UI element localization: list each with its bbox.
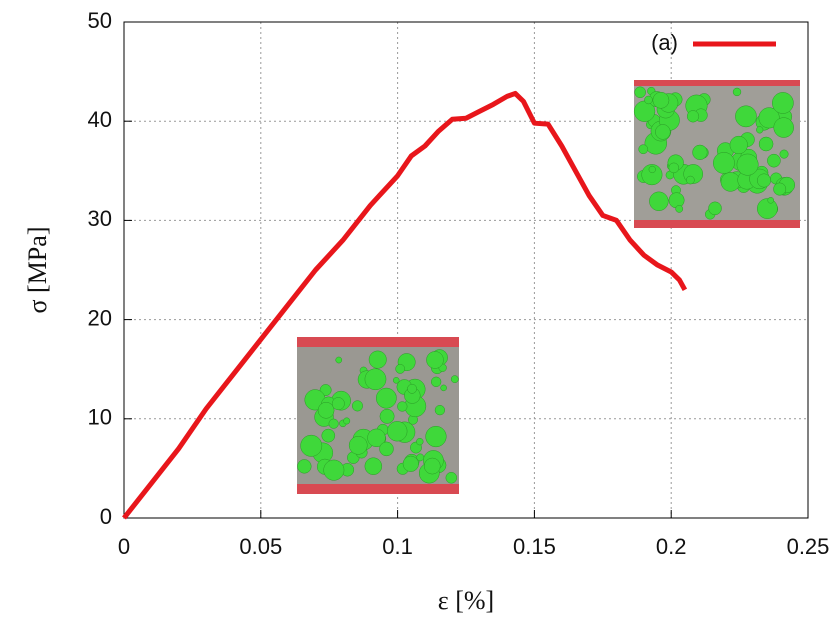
inset-sphere [430,376,442,387]
inset-sphere [423,457,441,475]
inset-sphere [729,135,748,155]
inset-sphere [756,126,764,134]
inset-sphere [425,425,447,448]
inset-sphere [732,87,742,97]
inset-sphere [692,144,708,160]
inset-sphere [648,165,656,174]
inset-sphere [351,400,363,412]
inset-sphere [395,364,406,374]
inset-sphere [720,172,741,192]
inset-sphere [638,144,649,155]
x-tick-label: 0.2 [656,534,687,559]
inset-sphere [675,205,684,213]
inset-band [634,220,800,228]
x-tick-label: 0.15 [513,534,556,559]
specimen-insets [297,80,800,494]
inset-sphere [767,197,774,204]
inset-sphere [708,201,722,216]
inset-band [634,80,800,86]
inset-sphere [323,459,345,481]
inset-sphere [317,402,335,419]
inset-sphere [300,434,323,457]
y-axis-label: σ [MPa] [23,227,52,314]
inset-band [297,337,459,347]
x-tick-label: 0.25 [787,534,830,559]
inset-sphere [644,95,653,105]
inset-sphere [634,86,646,99]
inset-sphere [328,418,339,429]
inset-sphere [379,441,394,457]
inset-sphere [426,351,444,369]
inset-sphere [348,436,368,455]
inset-sphere [713,152,735,174]
y-tick-label: 20 [88,305,112,330]
inset-sphere [757,173,771,188]
inset-sphere [758,107,780,129]
legend-label: (a) [651,30,678,55]
inset-sphere [767,153,781,168]
inset-sphere [668,162,680,174]
inset-sphere [331,397,345,411]
y-tick-label: 10 [88,405,112,430]
x-axis-label: ε [%] [438,586,494,615]
inset-sphere [335,356,343,364]
inset-sphere [686,110,700,123]
inset-sphere [392,377,400,384]
x-tick-label: 0.05 [239,534,282,559]
inset-sphere [773,182,787,196]
inset-sphere [297,459,312,474]
inset-sphere [655,124,671,140]
inset-sphere [375,387,397,409]
inset-sphere [397,401,408,412]
inset-band [297,484,459,494]
inset-sphere [686,175,695,185]
inset-sphere [321,428,336,443]
y-tick-label: 30 [88,206,112,231]
inset-sphere [668,192,685,209]
inset-sphere [757,198,778,219]
inset-sphere [367,428,386,448]
y-tick-label: 40 [88,107,112,132]
inset-sphere [440,384,447,392]
inset-sphere [445,472,458,484]
y-tick-label: 0 [100,504,112,529]
inset-sphere [772,92,794,114]
inset-sphere [649,191,669,211]
y-tick-label: 50 [88,8,112,33]
inset-sphere [364,457,383,475]
x-tick-label: 0 [118,534,130,559]
inset-sphere [343,417,351,425]
inset-sphere [758,136,774,152]
inset-sphere [368,350,387,369]
inset-sphere [379,408,395,424]
inset-sphere [407,383,417,394]
inset-sphere [364,368,387,391]
plot-frame [123,21,809,519]
inset-sphere [416,437,424,446]
inset-sphere [434,405,446,416]
x-tick-label: 0.1 [382,534,413,559]
inset-sphere [773,117,794,138]
inset-sphere [736,153,759,176]
data-line [122,90,688,520]
inset-sphere [641,164,663,186]
inset-sphere [779,149,789,159]
inset-sphere [387,421,408,442]
inset-sphere [735,105,757,128]
inset-sphere [450,375,459,384]
inset-sphere [416,453,425,462]
inset-sphere [652,91,670,109]
inset-sphere [402,455,419,472]
